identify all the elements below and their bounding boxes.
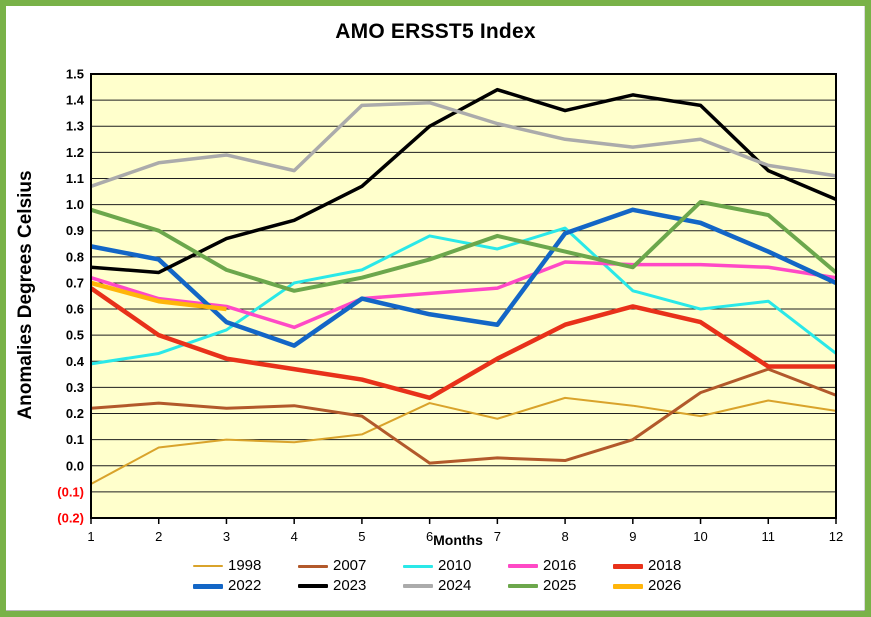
series-line-2022 xyxy=(90,207,837,348)
y-axis-tick-label: 1.1 xyxy=(66,171,84,186)
legend-swatch-2023 xyxy=(298,584,328,588)
x-axis-tick-label: 3 xyxy=(223,529,230,544)
y-axis-tick-label: 0.0 xyxy=(66,458,84,473)
x-axis-tick-label: 1 xyxy=(87,529,94,544)
legend-swatch-2025 xyxy=(508,584,538,588)
legend-swatch-2022 xyxy=(193,583,223,589)
legend-label: 2018 xyxy=(648,557,682,574)
legend-item-2024: 2024 xyxy=(403,576,508,596)
plot-background xyxy=(91,74,836,518)
y-axis-tick-label: 1.5 xyxy=(66,67,84,82)
series-line-2023 xyxy=(90,87,837,275)
series-line-1998 xyxy=(90,396,837,485)
legend-swatch-2016 xyxy=(508,564,538,568)
y-axis-tick-label: 0.2 xyxy=(66,406,84,421)
legend-swatch-2026 xyxy=(613,583,643,589)
legend-label: 2025 xyxy=(543,577,577,594)
legend-label: 2010 xyxy=(438,557,472,574)
x-axis-tick-label: 10 xyxy=(693,529,707,544)
chart-title: AMO ERSST5 Index xyxy=(335,20,536,43)
legend-swatch-2010 xyxy=(403,564,433,568)
series-line-2018 xyxy=(89,286,836,401)
legend-item-1998: 1998 xyxy=(193,556,298,576)
legend-swatch-1998 xyxy=(193,565,223,567)
y-axis-tick-label: 1.0 xyxy=(66,197,84,212)
legend-item-2025: 2025 xyxy=(508,576,613,596)
legend: 1998 2007 2010 2016 2018 2022 2023 2024 2025 2026 xyxy=(193,556,753,596)
y-axis-tick-label: 1.3 xyxy=(66,119,84,134)
legend-item-2016: 2016 xyxy=(508,556,613,576)
y-axis-tick-label: 0.8 xyxy=(66,249,84,264)
series-line-2016 xyxy=(90,260,837,330)
series-line-2026 xyxy=(90,280,227,312)
y-axis-tick-label: 1.2 xyxy=(66,145,84,160)
x-axis-tick-label: 5 xyxy=(358,529,365,544)
legend-item-2018: 2018 xyxy=(613,556,718,576)
legend-item-2007: 2007 xyxy=(298,556,403,576)
legend-item-2023: 2023 xyxy=(298,576,403,596)
legend-item-2010: 2010 xyxy=(403,556,508,576)
y-axis-tick-label: 0.6 xyxy=(66,302,84,317)
legend-label: 2023 xyxy=(333,577,367,594)
x-axis-tick-label: 4 xyxy=(291,529,298,544)
plot-border xyxy=(90,73,837,519)
legend-swatch-2007 xyxy=(298,564,328,568)
x-axis-label: Months xyxy=(433,532,483,548)
y-axis-tick-label: 0.5 xyxy=(66,328,84,343)
x-axis-tick-label: 2 xyxy=(155,529,162,544)
x-axis-tick-label: 8 xyxy=(561,529,568,544)
x-axis-tick-label: 12 xyxy=(829,529,843,544)
legend-label: 1998 xyxy=(228,557,262,574)
x-axis-tick-label: 11 xyxy=(762,529,776,544)
legend-label: 2022 xyxy=(228,577,262,594)
series-line-2025 xyxy=(90,199,838,293)
legend-label: 2026 xyxy=(648,577,682,594)
legend-swatch-2024 xyxy=(403,584,433,588)
series-line-2007 xyxy=(90,367,837,465)
series-line-2024 xyxy=(90,100,837,188)
y-axis-tick-label: 0.1 xyxy=(66,432,84,447)
x-axis-tick-label: 9 xyxy=(629,529,636,544)
y-axis-tick-label: (0.2) xyxy=(57,511,84,526)
x-axis-tick-label: 7 xyxy=(494,529,501,544)
y-axis-tick-label: 1.4 xyxy=(66,93,85,108)
x-axis-tick-label: 6 xyxy=(426,529,433,544)
series-line-2010 xyxy=(90,226,837,366)
y-axis-tick-label: 0.7 xyxy=(66,275,84,290)
y-axis-tick-label: 0.4 xyxy=(66,354,85,369)
legend-label: 2007 xyxy=(333,557,367,574)
y-axis-tick-label: 0.9 xyxy=(66,223,84,238)
legend-label: 2016 xyxy=(543,557,577,574)
plot-area: 1.5 1.4 1.3 1.2 1.1 1.0 0.9 0.8 0.7 0.6 0.5 0.4 0.3 0… xyxy=(57,67,843,545)
legend-label: 2024 xyxy=(438,577,472,594)
y-axis-tick-label: 0.3 xyxy=(66,380,84,395)
legend-swatch-2018 xyxy=(613,563,643,569)
legend-item-2022: 2022 xyxy=(193,576,298,596)
legend-item-2026: 2026 xyxy=(613,576,718,596)
y-axis-tick-label: (0.1) xyxy=(57,484,84,499)
